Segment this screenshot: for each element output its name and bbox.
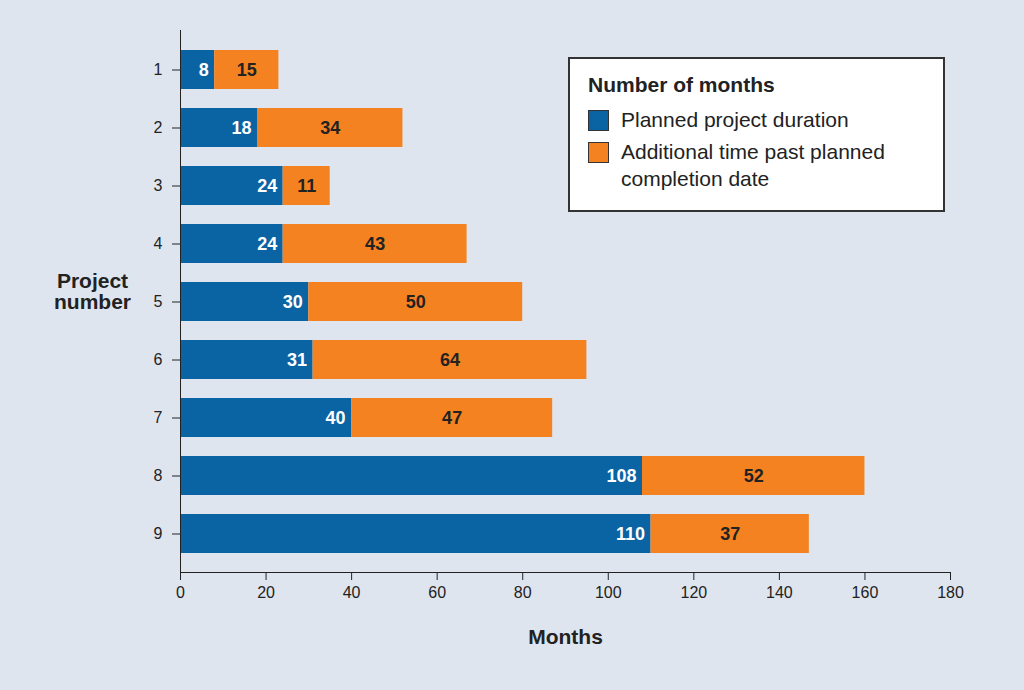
svg-text:8: 8: [199, 60, 209, 80]
svg-text:34: 34: [320, 118, 340, 138]
html-text:Number of months: Number of months: [588, 73, 775, 96]
svg-text:7: 7: [154, 409, 163, 426]
svg-text:30: 30: [283, 292, 303, 312]
svg-text:6: 6: [154, 351, 163, 368]
svg-text:64: 64: [440, 350, 460, 370]
svg-text:8: 8: [154, 467, 163, 484]
svg-text:160: 160: [852, 584, 879, 601]
svg-text:100: 100: [595, 584, 622, 601]
svg-text:24: 24: [257, 176, 277, 196]
svg-text:110: 110: [616, 524, 645, 544]
svg-text:40: 40: [343, 584, 361, 601]
svg-text:4: 4: [154, 235, 163, 252]
svg-text:18: 18: [231, 118, 251, 138]
svg-text:Months: Months: [528, 625, 603, 648]
svg-text:0: 0: [176, 584, 185, 601]
svg-text:40: 40: [326, 408, 346, 428]
svg-text:140: 140: [766, 584, 793, 601]
html-text:Planned project duration: Planned project duration: [621, 108, 849, 131]
svg-text:3: 3: [154, 177, 163, 194]
svg-text:120: 120: [680, 584, 707, 601]
svg-text:Projectnumber: Projectnumber: [54, 269, 131, 313]
svg-text:2: 2: [154, 119, 163, 136]
svg-text:15: 15: [237, 60, 257, 80]
svg-text:52: 52: [744, 466, 764, 486]
svg-text:180: 180: [937, 584, 964, 601]
svg-text:43: 43: [365, 234, 385, 254]
svg-text:5: 5: [154, 293, 163, 310]
svg-text:60: 60: [428, 584, 446, 601]
svg-text:20: 20: [257, 584, 275, 601]
svg-text:9: 9: [154, 525, 163, 542]
svg-text:31: 31: [287, 350, 307, 370]
svg-text:80: 80: [514, 584, 532, 601]
svg-text:1: 1: [154, 61, 163, 78]
svg-text:11: 11: [297, 176, 316, 196]
html-text:Additional time past planned c: Additional time past planned completion …: [621, 140, 885, 190]
svg-text:108: 108: [606, 466, 636, 486]
svg-text:47: 47: [442, 408, 462, 428]
svg-text:24: 24: [257, 234, 277, 254]
svg-text:37: 37: [720, 524, 740, 544]
svg-text:50: 50: [406, 292, 426, 312]
